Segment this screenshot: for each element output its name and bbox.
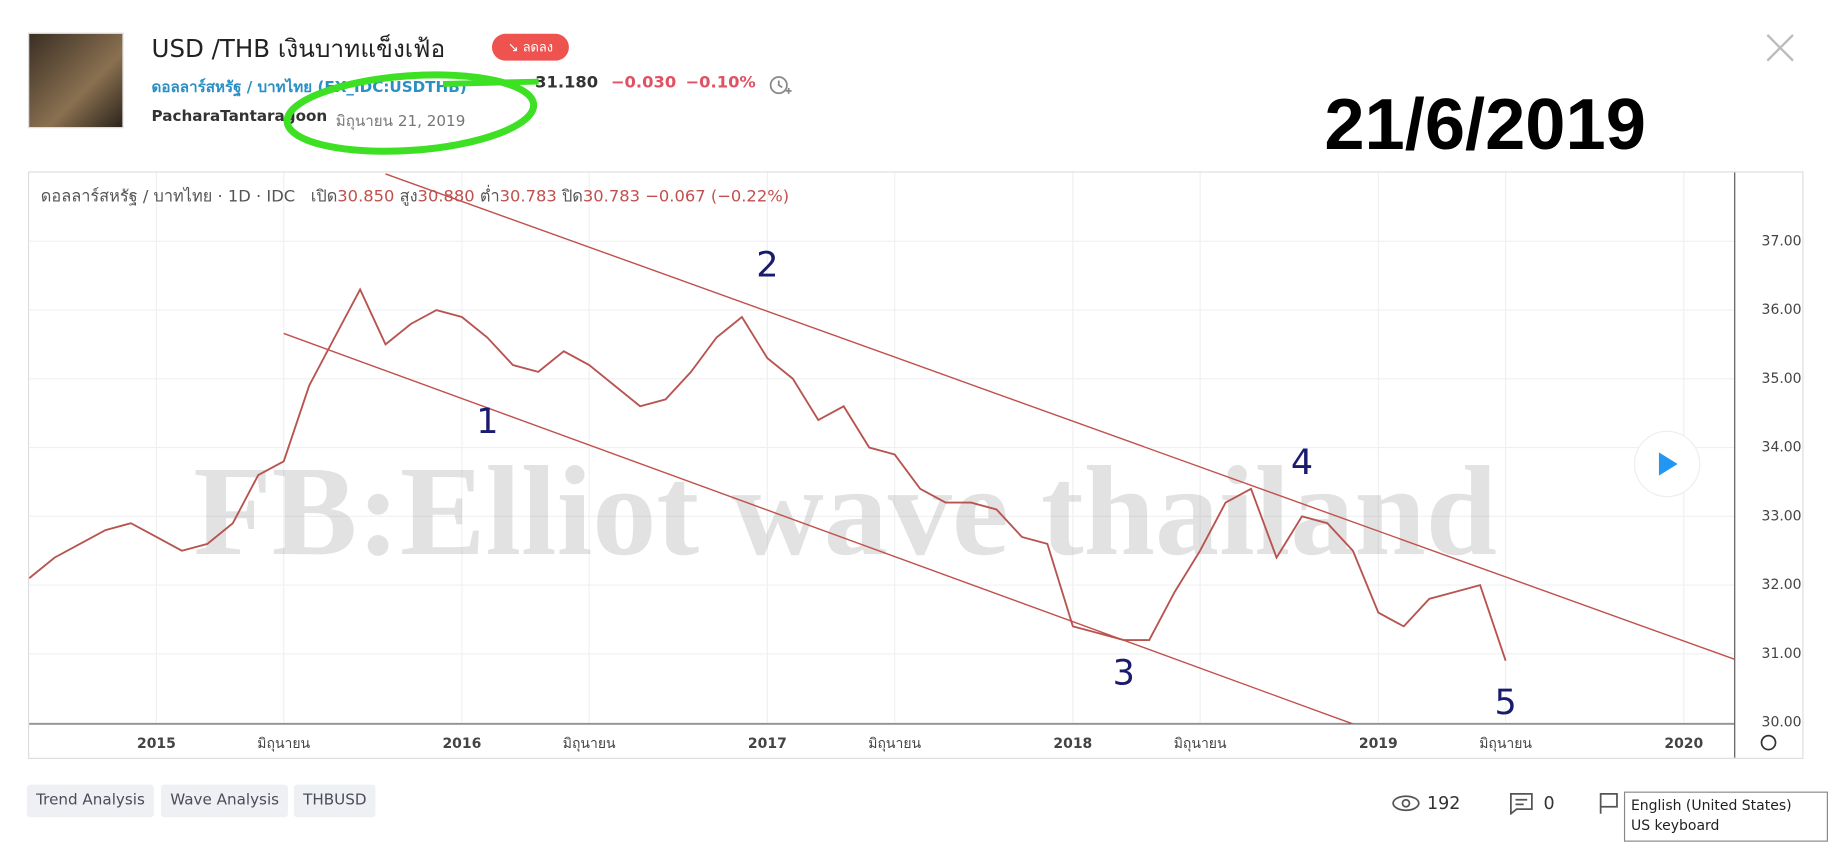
trend-line xyxy=(283,332,1354,725)
legend-change: −0.067 (−0.22%) xyxy=(645,187,790,207)
y-tick-label: 34.000 xyxy=(1762,440,1804,456)
close-button[interactable] xyxy=(1765,33,1795,63)
legend-value: 30.850 xyxy=(337,187,395,207)
y-tick-label: 31.000 xyxy=(1762,646,1804,662)
y-tick-label: 36.000 xyxy=(1762,302,1804,318)
x-tick-label: 2015 xyxy=(137,736,176,752)
x-tick-label: 2020 xyxy=(1664,736,1703,752)
views-icon xyxy=(1392,795,1420,812)
legend-value: 30.880 xyxy=(417,187,475,207)
x-tick-label: 2019 xyxy=(1359,736,1398,752)
views-count: 192 xyxy=(1426,792,1461,814)
publish-date: มิถุนายน 21, 2019 xyxy=(335,113,466,131)
overlay-date: 21/6/2019 xyxy=(1324,85,1646,166)
price-change-percent: −0.10% xyxy=(685,73,756,93)
alert-icon[interactable] xyxy=(767,72,793,98)
trend-line xyxy=(385,173,1735,660)
x-tick-label: มิถุนายน xyxy=(257,736,310,752)
tag[interactable]: THBUSD xyxy=(293,784,376,818)
chart-legend: ดอลลาร์สหรัฐ / บาทไทย · 1D · IDC เปิด30.… xyxy=(41,184,789,210)
wave-label: 5 xyxy=(1494,683,1516,723)
x-tick-label: มิถุนายน xyxy=(868,736,921,752)
y-tick-label: 32.000 xyxy=(1762,577,1804,593)
symbol-link[interactable]: ดอลลาร์สหรัฐ / บาทไทย (FX_IDC:USDTHB) xyxy=(151,79,467,97)
legend-label: สูง xyxy=(399,187,418,207)
play-icon xyxy=(1658,452,1678,476)
wave-label: 1 xyxy=(476,402,498,442)
x-tick-label: มิถุนายน xyxy=(563,736,616,752)
y-tick-label: 30.000 xyxy=(1762,715,1804,731)
wave-label: 4 xyxy=(1291,443,1313,483)
wave-label: 2 xyxy=(756,246,778,286)
x-tick-label: 2016 xyxy=(442,736,481,752)
y-tick-label: 35.000 xyxy=(1762,371,1804,387)
watermark: FB:Elliot wave thailand xyxy=(193,440,1497,582)
legend-value: 30.783 xyxy=(499,187,557,207)
comments-count: 0 xyxy=(1543,792,1555,814)
report-icon[interactable] xyxy=(1597,792,1620,815)
x-tick-label: 2018 xyxy=(1053,736,1092,752)
tooltip-keyboard: US keyboard xyxy=(1630,817,1720,834)
avatar[interactable] xyxy=(27,32,124,129)
badge: ↘ ลดลง xyxy=(491,33,569,61)
author[interactable]: PacharaTantaragoon xyxy=(151,108,328,126)
x-tick-label: มิถุนายน xyxy=(1174,736,1227,752)
language-tooltip: English (United States) US keyboard xyxy=(1623,791,1828,842)
price-line xyxy=(29,287,1507,661)
legend-label: ต่ำ xyxy=(479,187,500,207)
price: 31.180 xyxy=(535,73,599,93)
legend-value: 30.783 xyxy=(582,187,641,207)
legend-label: เปิด xyxy=(310,187,338,207)
legend-symbol: ดอลลาร์สหรัฐ / บาทไทย · 1D · IDC xyxy=(40,187,296,207)
tooltip-language: English (United States) xyxy=(1630,797,1792,814)
tag[interactable]: Wave Analysis xyxy=(160,784,289,818)
y-tick-label: 33.000 xyxy=(1762,508,1804,524)
legend-label: ปิด xyxy=(561,187,583,207)
green-scribble xyxy=(283,71,539,155)
price-change: −0.030 xyxy=(610,73,677,93)
x-tick-label: มิถุนายน xyxy=(1479,736,1532,752)
comments-icon[interactable] xyxy=(1509,792,1535,815)
y-tick-label: 37.000 xyxy=(1762,233,1804,249)
x-tick-label: 2017 xyxy=(748,736,787,752)
chart: 30.000 31.000 32.000 33.000 34.000 35.000 36.0… xyxy=(27,171,1804,759)
wave-label: 3 xyxy=(1113,653,1135,693)
idea-title: USD /THB เงินบาทแข็งเฟ้อ xyxy=(151,34,446,63)
settings-icon xyxy=(1760,734,1777,751)
tag[interactable]: Trend Analysis xyxy=(26,784,155,818)
